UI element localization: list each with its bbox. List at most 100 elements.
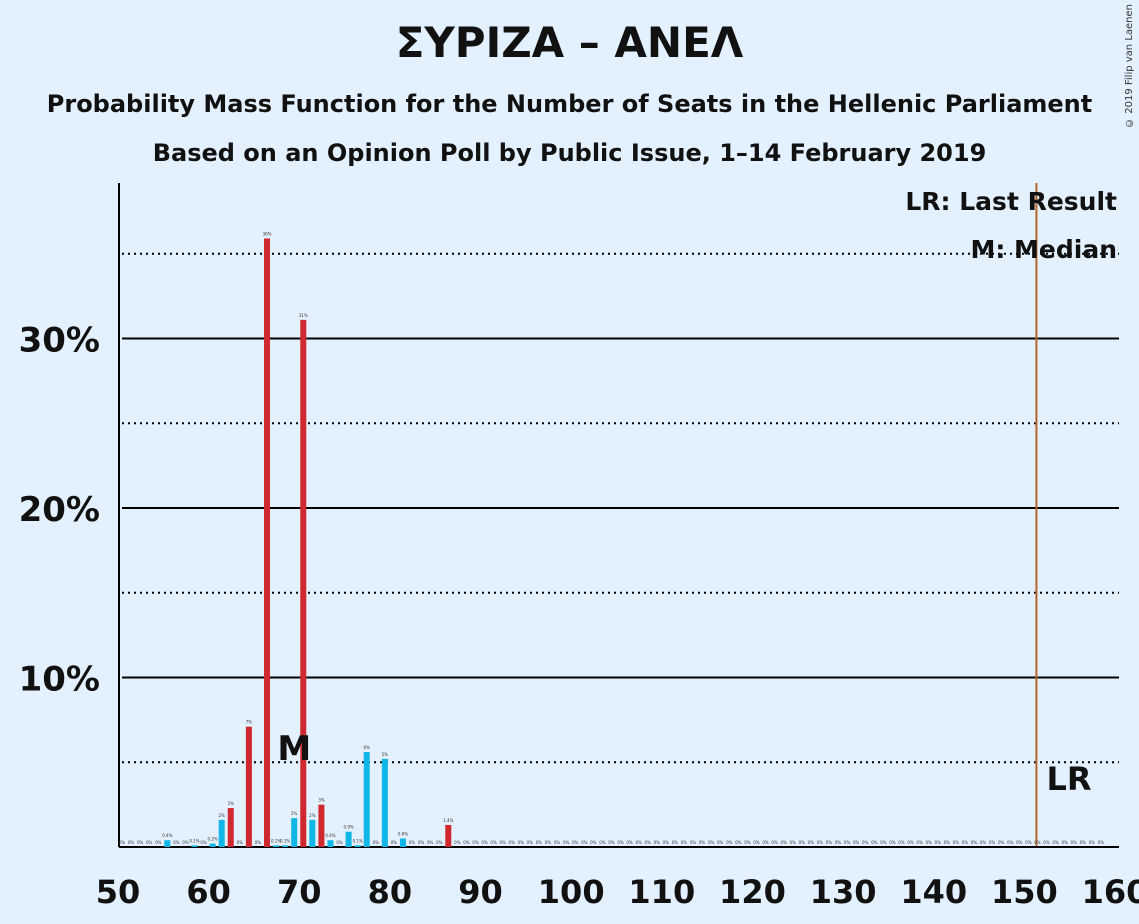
zero-label: 0% <box>989 840 996 845</box>
y-tick-label: 20% <box>19 490 100 530</box>
zero-label: 0% <box>137 840 144 845</box>
zero-label: 0% <box>255 840 262 845</box>
zero-label: 0% <box>1016 840 1023 845</box>
bar-value-label: 0.1% <box>353 838 363 843</box>
zero-label: 0% <box>935 840 942 845</box>
bar-seats-75 <box>345 831 352 847</box>
zero-label: 0% <box>1052 840 1059 845</box>
zero-label: 0% <box>436 840 443 845</box>
bar-seats-64 <box>245 726 252 847</box>
bar-value-label: 0.1% <box>280 838 290 843</box>
zero-label: 0% <box>173 840 180 845</box>
zero-label: 0% <box>998 840 1005 845</box>
zero-label: 0% <box>499 840 506 845</box>
x-tick-label: 70 <box>277 873 322 911</box>
x-tick-label: 140 <box>900 873 967 911</box>
zero-label: 0% <box>726 840 733 845</box>
x-tick-label: 130 <box>810 873 877 911</box>
zero-label: 0% <box>699 840 706 845</box>
zero-label: 0% <box>672 840 679 845</box>
bar-seats-77 <box>363 752 370 847</box>
bar-value-label: 36% <box>263 231 272 236</box>
zero-label: 0% <box>708 840 715 845</box>
bar-seats-72 <box>318 804 325 847</box>
legend-last-result: LR: Last Result <box>905 187 1117 216</box>
bar-seats-68 <box>282 845 289 847</box>
zero-label: 0% <box>527 840 534 845</box>
bar-value-label: 1.4% <box>443 818 453 823</box>
zero-label: 0% <box>200 840 207 845</box>
zero-label: 0% <box>889 840 896 845</box>
zero-label: 0% <box>155 840 162 845</box>
x-tick-label: 110 <box>628 873 695 911</box>
zero-label: 0% <box>817 840 824 845</box>
x-tick-label: 100 <box>538 873 605 911</box>
zero-label: 0% <box>645 840 652 845</box>
zero-label: 0% <box>463 840 470 845</box>
zero-label: 0% <box>1025 840 1032 845</box>
bar-seats-71 <box>309 819 316 847</box>
bar-seats-55 <box>164 840 171 847</box>
bar-seats-73 <box>327 840 334 847</box>
zero-label: 0% <box>427 840 434 845</box>
bar-value-label: 3% <box>318 798 325 803</box>
x-tick-label: 50 <box>96 873 141 911</box>
x-tick-label: 80 <box>368 873 413 911</box>
zero-label: 0% <box>409 840 416 845</box>
zero-label: 0% <box>753 840 760 845</box>
zero-label: 0% <box>790 840 797 845</box>
bar-value-label: 2% <box>228 801 235 806</box>
zero-label: 0% <box>1034 840 1041 845</box>
zero-label: 0% <box>536 840 543 845</box>
x-tick-label: 60 <box>186 873 231 911</box>
bar-value-label: 0.1% <box>189 838 199 843</box>
bar-seats-62 <box>227 808 234 847</box>
chart-subtitle-source: Based on an Opinion Poll by Public Issue… <box>152 139 987 167</box>
zero-label: 0% <box>563 840 570 845</box>
median-marker: M <box>277 729 311 769</box>
chart-title: ΣΥΡΙΖΑ – ΑΝΕΛ <box>395 18 744 67</box>
zero-label: 0% <box>916 840 923 845</box>
zero-label: 0% <box>663 840 670 845</box>
bar-value-label: 6% <box>364 745 371 750</box>
zero-label: 0% <box>1071 840 1078 845</box>
bar-seats-58 <box>191 845 198 847</box>
zero-label: 0% <box>554 840 561 845</box>
zero-label: 0% <box>880 840 887 845</box>
zero-label: 0% <box>844 840 851 845</box>
bar-seats-67 <box>273 845 280 847</box>
y-tick-label: 10% <box>19 660 100 700</box>
bar-seats-69 <box>291 818 298 847</box>
bar-value-label: 0.4% <box>162 833 172 838</box>
zero-label: 0% <box>590 840 597 845</box>
zero-label: 0% <box>237 840 244 845</box>
bar-value-label: 2% <box>219 813 226 818</box>
bar-value-label: 0.1% <box>271 838 281 843</box>
zero-label: 0% <box>146 840 153 845</box>
bar-value-label: 0.4% <box>325 833 335 838</box>
zero-label: 0% <box>1043 840 1050 845</box>
zero-label: 0% <box>454 840 461 845</box>
zero-label: 0% <box>182 840 189 845</box>
x-tick-label: 150 <box>991 873 1058 911</box>
zero-label: 0% <box>907 840 914 845</box>
zero-label: 0% <box>808 840 815 845</box>
zero-label: 0% <box>690 840 697 845</box>
bar-value-label: 2% <box>291 811 298 816</box>
zero-label: 0% <box>481 840 488 845</box>
zero-label: 0% <box>826 840 833 845</box>
zero-label: 0% <box>835 840 842 845</box>
zero-label: 0% <box>744 840 751 845</box>
zero-label: 0% <box>1007 840 1014 845</box>
zero-label: 0% <box>1089 840 1096 845</box>
zero-label: 0% <box>490 840 497 845</box>
zero-label: 0% <box>717 840 724 845</box>
zero-label: 0% <box>472 840 479 845</box>
bar-seats-61 <box>218 819 225 847</box>
x-tick-label: 90 <box>458 873 503 911</box>
bar-seats-76 <box>354 845 361 847</box>
zero-label: 0% <box>626 840 633 845</box>
bar-seats-86 <box>445 824 452 847</box>
zero-label: 0% <box>853 840 860 845</box>
